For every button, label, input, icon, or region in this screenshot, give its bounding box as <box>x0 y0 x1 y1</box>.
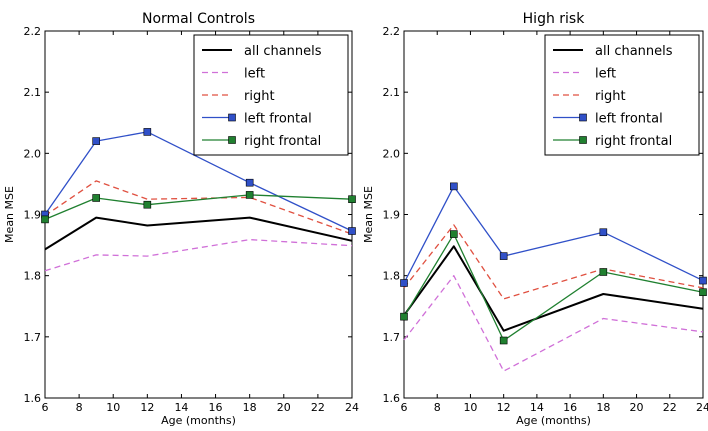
legend-label: left frontal <box>244 112 312 127</box>
x-tick-label: 18 <box>243 401 257 414</box>
data-point-left-frontal <box>245 178 254 187</box>
x-tick-label: 16 <box>209 401 223 414</box>
x-tick-label: 10 <box>106 401 120 414</box>
legend: all channels left right left frontal right f… <box>193 34 349 156</box>
data-point-left-frontal <box>599 228 608 237</box>
chart-title: High risk <box>523 11 586 27</box>
legend-label: right frontal <box>244 134 321 149</box>
series-line-left <box>403 275 704 372</box>
x-axis-label: Age (months) <box>516 414 591 427</box>
legend-marker <box>228 113 236 122</box>
legend-label: all channels <box>244 44 322 59</box>
legend-marker <box>579 113 587 122</box>
legend-label: left <box>595 67 616 82</box>
data-point-right-frontal <box>143 200 152 209</box>
data-point-right-frontal <box>348 195 356 204</box>
x-tick-label: 12 <box>497 401 511 414</box>
data-point-left-frontal <box>699 276 707 285</box>
data-point-left-frontal <box>400 279 408 287</box>
legend: all channels left right left frontal right f… <box>544 34 700 156</box>
chart-title: Normal Controls <box>142 11 255 27</box>
y-tick-label: 1.6 <box>24 392 42 405</box>
data-point-right-frontal <box>400 312 408 321</box>
y-tick-label: 1.7 <box>24 331 42 344</box>
data-point-right-frontal <box>450 230 458 238</box>
x-tick-label: 20 <box>630 401 644 414</box>
x-tick-label: 6 <box>42 401 49 414</box>
y-tick-label: 2.0 <box>24 147 42 160</box>
y-axis-label: Mean MSE <box>3 186 16 243</box>
data-point-left-frontal <box>450 182 458 191</box>
legend-label: right <box>595 89 626 104</box>
y-tick-label: 1.6 <box>383 392 401 405</box>
y-tick-label: 1.9 <box>383 209 401 222</box>
x-tick-label: 18 <box>596 401 610 414</box>
data-point-right-frontal <box>499 336 508 345</box>
series-line-all-channels <box>403 245 704 332</box>
y-tick-label: 2.0 <box>383 147 401 160</box>
y-tick-label: 2.1 <box>383 86 401 99</box>
data-point-right-frontal <box>41 215 49 224</box>
data-point-right-frontal <box>699 288 707 296</box>
data-point-right-frontal <box>92 194 100 202</box>
data-point-left-frontal <box>143 128 152 136</box>
x-tick-label: 6 <box>401 401 408 414</box>
legend-marker <box>228 136 236 144</box>
legend-label: left frontal <box>595 112 663 127</box>
x-tick-label: 8 <box>76 401 83 414</box>
x-tick-label: 16 <box>563 401 577 414</box>
x-tick-label: 10 <box>463 401 477 414</box>
y-tick-label: 1.9 <box>24 209 42 222</box>
series-line-right <box>44 180 353 235</box>
legend-marker <box>579 136 587 144</box>
x-tick-label: 14 <box>174 401 188 414</box>
panel-high-risk: High risk 6 8 10 12 14 16 18 20 22 24 1.6 1.7 1.8 1.9 2… <box>362 11 708 427</box>
series-line-right <box>403 224 704 300</box>
x-tick-label: 14 <box>530 401 544 414</box>
legend-box <box>544 34 700 156</box>
y-tick-label: 1.8 <box>24 270 42 283</box>
x-tick-label: 20 <box>277 401 291 414</box>
series-line-all-channels <box>44 216 353 251</box>
legend-label: right frontal <box>595 134 672 149</box>
y-tick-label: 2.2 <box>24 25 42 38</box>
series-line-left <box>44 238 353 272</box>
data-point-right-frontal <box>599 268 608 276</box>
legend-box <box>193 34 349 156</box>
x-tick-label: 8 <box>434 401 441 414</box>
y-tick-label: 2.1 <box>24 86 42 99</box>
x-tick-label: 22 <box>311 401 325 414</box>
y-axis-label: Mean MSE <box>362 186 375 243</box>
panel-normal-controls: Normal Controls 6 8 10 12 14 16 18 20 22 24 1.6 1.7 1… <box>3 11 359 427</box>
y-tick-label: 1.8 <box>383 270 401 283</box>
data-point-right-frontal <box>245 191 254 199</box>
x-tick-label: 24 <box>345 401 359 414</box>
y-tick-label: 2.2 <box>383 25 401 38</box>
legend-label: right <box>244 89 275 104</box>
data-point-left-frontal <box>348 227 356 235</box>
x-axis-label: Age (months) <box>161 414 236 427</box>
data-point-left-frontal <box>499 252 508 260</box>
x-tick-label: 22 <box>663 401 677 414</box>
legend-label: all channels <box>595 44 673 59</box>
data-point-left-frontal <box>92 137 100 145</box>
x-tick-label: 24 <box>696 401 708 414</box>
x-tick-label: 12 <box>140 401 154 414</box>
y-tick-label: 1.7 <box>383 331 401 344</box>
legend-label: left <box>244 67 265 82</box>
